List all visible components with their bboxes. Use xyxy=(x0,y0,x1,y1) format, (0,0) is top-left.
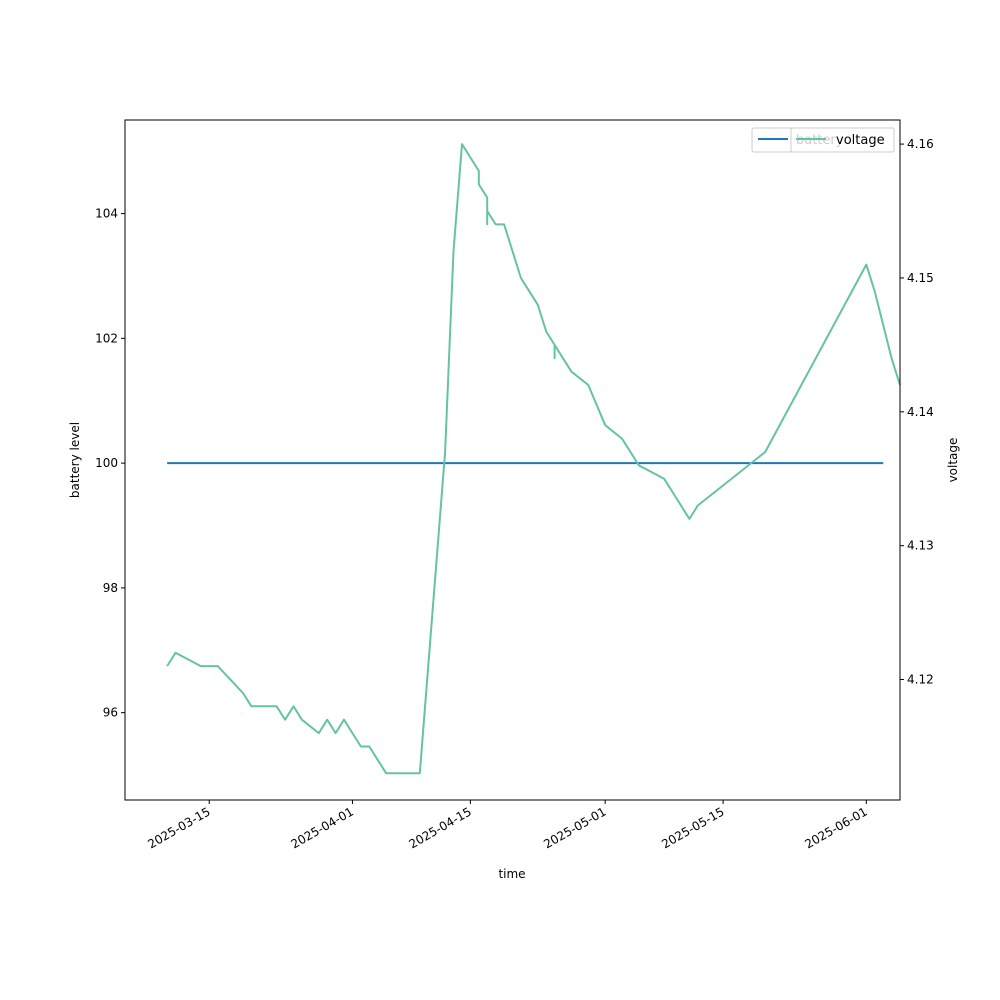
y-right-tick-label: 4.12 xyxy=(907,673,934,687)
y-right-tick-label: 4.13 xyxy=(907,539,934,553)
legend-voltage-label: voltage xyxy=(836,133,885,148)
y-left-tick-label: 104 xyxy=(95,207,118,221)
plot-frame xyxy=(124,119,901,801)
y-right-tick-label: 4.15 xyxy=(907,271,934,285)
x-axis-label: time xyxy=(498,867,525,881)
y-axis-right-label: voltage xyxy=(946,438,960,483)
y-axis-left-label: battery level xyxy=(68,422,82,498)
series-layer xyxy=(166,143,901,775)
y-axis-left: 96 98 100 102 104 xyxy=(95,207,125,720)
legend-voltage-box xyxy=(790,127,895,153)
legend-voltage: voltage xyxy=(790,127,895,153)
y-left-tick-label: 98 xyxy=(103,581,118,595)
y-left-tick-label: 96 xyxy=(103,706,118,720)
series-line-voltage xyxy=(166,143,901,775)
y-right-tick-label: 4.16 xyxy=(907,137,934,151)
y-axis-right: 4.12 4.13 4.14 4.15 4.16 xyxy=(900,137,934,687)
y-right-tick-label: 4.14 xyxy=(907,405,934,419)
y-left-tick-label: 102 xyxy=(95,331,118,345)
y-left-tick-label: 100 xyxy=(95,456,118,470)
